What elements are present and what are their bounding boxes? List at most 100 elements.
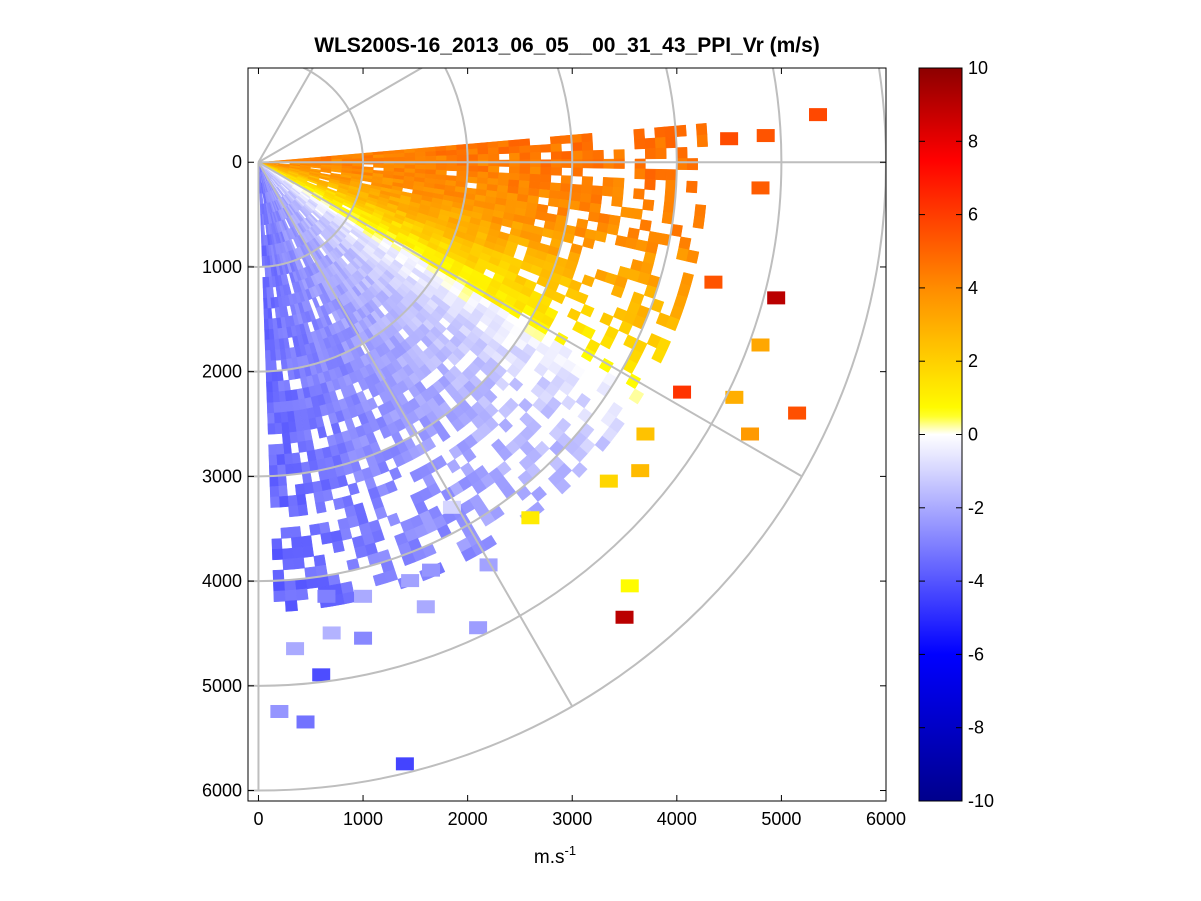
velocity-bin (284, 463, 295, 476)
velocity-bin (467, 154, 479, 161)
velocity-bin (488, 166, 500, 173)
velocity-bin (379, 425, 392, 439)
velocity-bin (287, 494, 298, 507)
velocity-bin (644, 137, 656, 149)
velocity-bin (264, 329, 270, 341)
colorbar: 10 8 6 4 2 0 -2 -4 -6 -8 -10 (918, 58, 994, 811)
velocity-bin (477, 159, 489, 167)
outlier-cell (615, 610, 634, 624)
velocity-bin (332, 540, 345, 554)
velocity-bin (294, 483, 306, 496)
velocity-bin (273, 590, 286, 603)
velocity-bin (487, 141, 499, 149)
velocity-bin (270, 360, 277, 372)
velocity-bin (320, 532, 333, 545)
velocity-bin (303, 482, 314, 495)
velocity-bin (548, 190, 561, 200)
velocity-bin (487, 147, 500, 155)
velocity-bin (589, 202, 602, 214)
colorbar-tick-label: 8 (968, 131, 978, 151)
velocity-bin (266, 412, 275, 425)
velocity-bin (676, 158, 688, 170)
velocity-bin (571, 167, 583, 177)
colorbar-tick-label: 0 (968, 425, 978, 445)
velocity-bin (315, 501, 327, 514)
y-axis: 0 1000 2000 3000 4000 5000 6000 (202, 152, 886, 801)
velocity-bin (437, 427, 451, 443)
velocity-bin (265, 381, 273, 393)
velocity-bin (599, 334, 615, 350)
radial-line (257, 161, 574, 707)
velocity-bin (594, 230, 608, 243)
velocity-bin (290, 526, 302, 539)
velocity-bin (508, 166, 521, 174)
velocity-bin (477, 171, 489, 179)
velocity-bin (665, 315, 681, 332)
outlier-cell (296, 715, 315, 729)
outlier-cell (704, 275, 723, 289)
velocity-bin (612, 186, 624, 198)
colorbar-ticks: 10 8 6 4 2 0 -2 -4 -6 -8 -10 (919, 58, 994, 811)
velocity-bin (550, 143, 562, 153)
velocity-bin (273, 412, 282, 424)
velocity-bin (581, 132, 593, 143)
velocity-bin (373, 157, 385, 162)
velocity-bin (519, 166, 531, 175)
colorbar-tick-label: -10 (968, 791, 994, 811)
velocity-bin (264, 339, 271, 351)
velocity-bin (581, 141, 594, 152)
velocity-bin (262, 276, 267, 289)
velocity-bin (665, 136, 677, 149)
velocity-bin (425, 151, 437, 157)
velocity-bin (297, 504, 309, 517)
velocity-bin (519, 173, 531, 182)
velocity-bin (313, 554, 327, 567)
velocity-bin (571, 159, 583, 169)
velocity-bin (509, 159, 521, 168)
velocity-bin (560, 175, 573, 185)
velocity-bin (582, 150, 594, 160)
velocity-bin (313, 490, 325, 504)
velocity-bin (655, 168, 667, 181)
outlier-cell (312, 668, 331, 682)
velocity-bin (260, 235, 264, 247)
velocity-bin (295, 588, 309, 601)
velocity-bin (497, 140, 510, 148)
velocity-bin (685, 180, 698, 194)
velocity-bin (262, 287, 268, 299)
velocity-bin (261, 256, 266, 268)
velocity-bin (467, 165, 479, 173)
velocity-bin (508, 172, 520, 181)
velocity-bin (309, 523, 321, 536)
y-tick-label: 1000 (202, 257, 242, 277)
velocity-bin (642, 199, 655, 211)
velocity-bin (268, 454, 278, 466)
velocity-bin (686, 158, 698, 171)
velocity-bin (578, 201, 591, 213)
outlier-cell (322, 626, 341, 640)
velocity-bin (456, 165, 468, 172)
velocity-bin (280, 411, 289, 424)
outlier-cell (767, 291, 786, 305)
velocity-bin (264, 350, 271, 362)
outlier-cell (720, 132, 739, 146)
velocity-bin (302, 545, 315, 558)
velocity-bin (613, 158, 625, 169)
velocity-bin (570, 133, 583, 144)
velocity-bin (540, 159, 552, 168)
velocity-bin (561, 151, 573, 160)
velocity-bin (519, 159, 531, 168)
velocity-bin (560, 134, 572, 144)
outlier-cell (521, 511, 540, 525)
velocity-bin (644, 168, 657, 180)
outlier-cell (401, 574, 420, 588)
outlier-cell (631, 464, 650, 478)
velocity-bin (269, 496, 280, 508)
velocity-bin (508, 377, 524, 392)
outlier-cell (725, 390, 744, 404)
velocity-bin (582, 159, 594, 169)
velocity-bin (603, 158, 615, 169)
velocity-bin (549, 182, 562, 192)
velocity-bin (488, 159, 500, 167)
velocity-bin (372, 572, 388, 587)
